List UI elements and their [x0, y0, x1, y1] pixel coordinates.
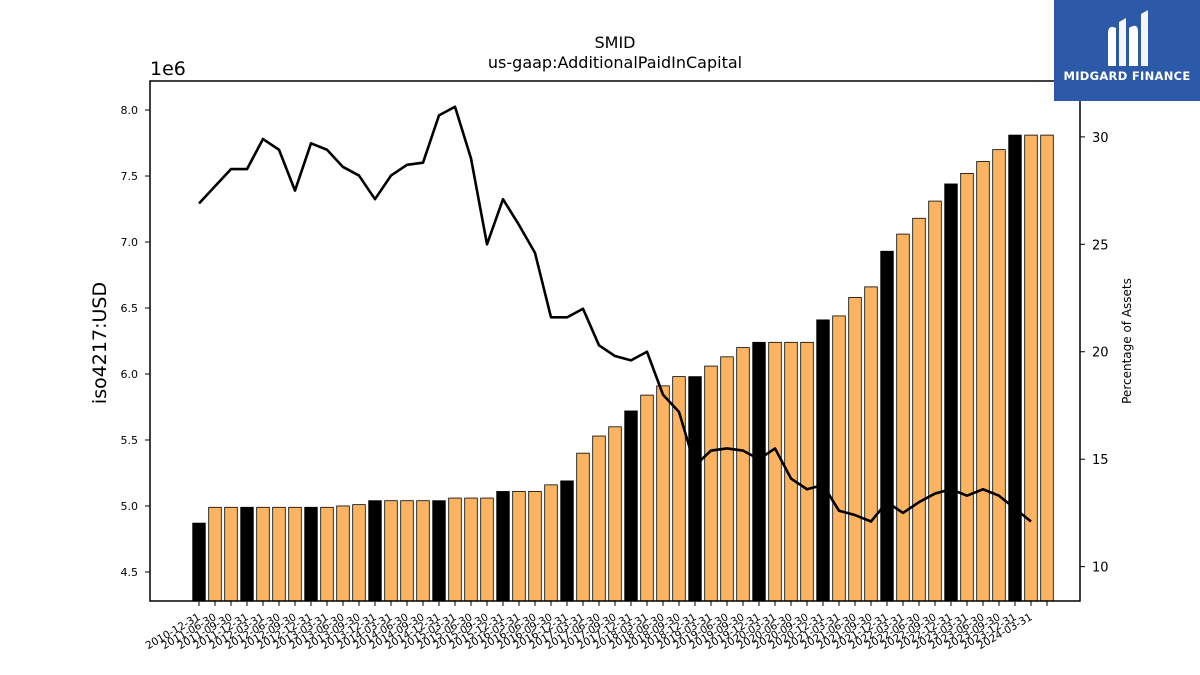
y2-axis-ticks: 10 15 20 25 30 [1080, 131, 1109, 576]
brand-logo-text: MIDGARD FINANCE [1063, 69, 1191, 83]
bar-2017-09-30 [624, 410, 638, 602]
bar-2019-03-31 [720, 356, 734, 602]
bar-2013-03-31 [336, 505, 350, 602]
bar-2020-09-30 [816, 319, 830, 602]
y2-tick-label: 20 [1092, 346, 1109, 361]
bar-2024-03-31 [1040, 134, 1054, 602]
bar-2011-03-31 [208, 506, 222, 602]
bar-2019-12-31 [768, 341, 782, 602]
bar-2023-03-31 [976, 161, 990, 602]
bar-2022-09-30 [944, 183, 958, 602]
bar-series [192, 134, 1054, 602]
bar-2012-12-31 [320, 506, 334, 602]
bar-2011-09-30 [240, 506, 254, 602]
y-tick-label: 6.0 [121, 368, 139, 381]
bar-2022-03-31 [912, 217, 926, 602]
y2-axis-label: Percentage of Assets [1120, 278, 1134, 404]
bar-2016-03-31 [528, 491, 542, 602]
y-tick-label: 5.5 [121, 434, 139, 447]
bar-2022-12-31 [960, 172, 974, 602]
bar-2010-12-31 [192, 522, 206, 602]
y2-tick-label: 25 [1092, 238, 1109, 253]
bar-2016-09-30 [560, 480, 574, 602]
bar-2021-06-30 [864, 286, 878, 602]
bar-2023-12-31 [1024, 134, 1038, 602]
percentage-of-assets-line [198, 105, 1032, 523]
bar-2015-09-30 [496, 491, 510, 602]
bar-2016-06-30 [544, 484, 558, 602]
bar-2015-12-31 [512, 491, 526, 602]
midgard-logo-icon [1108, 10, 1148, 66]
bar-2011-06-30 [224, 506, 238, 602]
bar-2017-03-31 [592, 435, 606, 602]
bar-2014-09-30 [432, 500, 446, 602]
bar-2015-06-30 [480, 497, 494, 602]
bar-2023-09-30 [1008, 134, 1022, 602]
plot-frame [149, 80, 1081, 602]
bar-2021-03-31 [848, 297, 862, 602]
y-tick-label: 5.0 [121, 500, 139, 513]
bar-2020-06-30 [800, 341, 814, 602]
bar-2017-06-30 [608, 426, 622, 602]
x-axis-ticks: 2010-12-312011-06-302011-09-302011-12-31… [144, 601, 1048, 652]
bar-2012-09-30 [304, 506, 318, 602]
bar-2021-12-31 [896, 233, 910, 602]
y-tick-label: 7.0 [121, 236, 139, 249]
bar-2017-12-31 [640, 394, 654, 602]
y-tick-label: 6.5 [121, 302, 139, 315]
y2-tick-label: 30 [1092, 131, 1109, 146]
bar-2011-12-31 [256, 506, 270, 602]
bar-2021-09-30 [880, 250, 894, 602]
y-tick-label: 4.5 [121, 566, 139, 579]
bar-2015-03-31 [464, 497, 478, 602]
bar-2012-03-31 [272, 506, 286, 602]
y2-tick-label: 15 [1092, 453, 1109, 468]
y-axis-label: iso4217:USD [89, 282, 111, 404]
line-series [198, 105, 1032, 523]
bar-2013-06-30 [352, 504, 366, 602]
y2-tick-label: 10 [1092, 561, 1109, 576]
bar-2014-12-31 [448, 497, 462, 602]
bar-2019-06-30 [736, 347, 750, 602]
bar-2013-12-31 [384, 500, 398, 602]
bar-2018-09-30 [688, 376, 702, 602]
y-tick-label: 7.5 [121, 170, 139, 183]
brand-logo: MIDGARD FINANCE [1054, 0, 1200, 101]
bar-2019-09-30 [752, 341, 766, 602]
bar-2016-12-31 [576, 452, 590, 602]
bar-2018-12-31 [704, 365, 718, 602]
chart-subtitle: us-gaap:AdditionalPaidInCapital [488, 53, 742, 72]
bar-2023-06-30 [992, 149, 1006, 602]
bar-2022-06-30 [928, 200, 942, 602]
y-axis-ticks: 4.5 5.0 5.5 6.0 6.5 7.0 7.5 8.0 [121, 104, 150, 579]
y-tick-label: 8.0 [121, 104, 139, 117]
bar-2012-06-30 [288, 506, 302, 602]
bar-2020-12-31 [832, 315, 846, 602]
y-offset-label: 1e6 [150, 58, 186, 80]
bar-2013-09-30 [368, 500, 382, 602]
bar-2014-03-31 [400, 500, 414, 602]
bar-2018-03-31 [656, 385, 670, 602]
chart-title: SMID [595, 33, 636, 52]
bar-2014-06-30 [416, 500, 430, 602]
